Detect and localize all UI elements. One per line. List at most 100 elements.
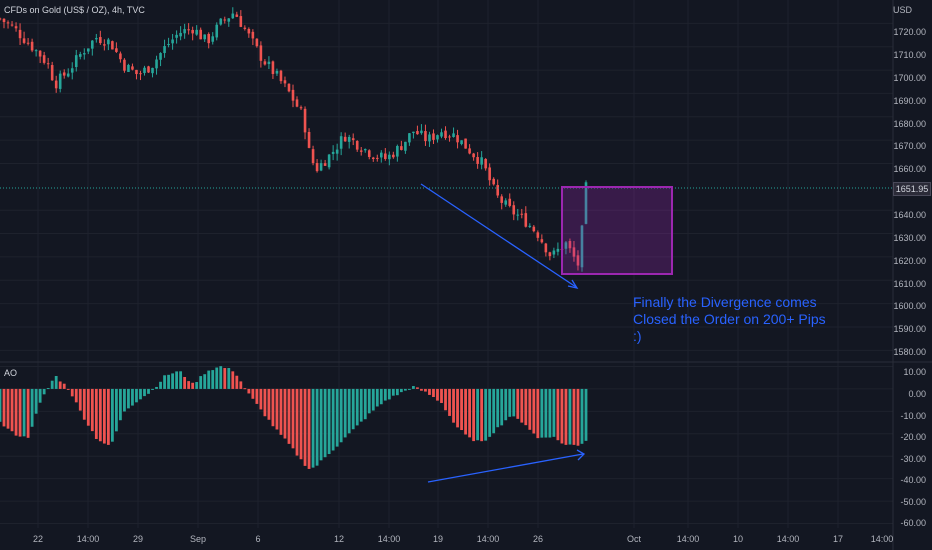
candle-body: [243, 27, 247, 29]
currency-label: USD: [892, 5, 912, 15]
candle-body: [375, 157, 379, 159]
candle-body: [343, 136, 347, 142]
ao-bar: [291, 388, 295, 449]
ao-bar: [456, 388, 459, 428]
ao-bar: [183, 376, 187, 389]
candle-body: [283, 80, 287, 84]
candle-body: [259, 45, 263, 61]
candle-body: [167, 44, 170, 46]
candle-body: [335, 149, 339, 154]
candle-body: [540, 239, 544, 243]
time-tick: 12: [333, 534, 345, 544]
candle-body: [371, 157, 375, 160]
price-tick: 1610.00: [893, 279, 926, 289]
candle-body: [207, 33, 211, 44]
candle-body: [91, 40, 94, 49]
candle-body: [448, 136, 451, 138]
annotation-line: Closed the Order on 200+ Pips: [633, 311, 826, 327]
candle-body: [492, 178, 495, 185]
candle-body: [384, 153, 387, 159]
ao-bar: [62, 383, 66, 389]
candle-body: [135, 69, 138, 75]
ao-divergence-arrow[interactable]: [427, 449, 586, 483]
candle-body: [87, 48, 90, 52]
candle-body: [452, 133, 455, 137]
symbol-title[interactable]: CFDs on Gold (US$ / OZ), 4h, TVC: [4, 5, 145, 15]
ao-bar: [0, 388, 2, 422]
time-tick: 6: [255, 534, 261, 544]
ao-bar: [412, 386, 415, 389]
ao-bar: [420, 388, 423, 391]
candlestick-series: [0, 7, 588, 272]
candle-body: [215, 24, 219, 38]
ao-bar: [215, 367, 219, 389]
candle-body: [115, 48, 118, 52]
candle-body: [231, 13, 235, 19]
time-tick: 14:00: [776, 534, 800, 544]
ao-bar: [399, 388, 403, 393]
candle-body: [488, 167, 491, 181]
ao-bar: [544, 388, 548, 438]
time-tick: 10: [732, 534, 744, 544]
price-divergence-arrow[interactable]: [420, 183, 579, 289]
candle-body: [536, 232, 540, 238]
ao-bar: [102, 388, 106, 444]
candle-body: [508, 198, 512, 206]
ao-bar: [508, 388, 512, 417]
ao-bar: [86, 388, 90, 426]
ao-indicator-label[interactable]: AO: [4, 368, 18, 378]
price-tick: 1690.00: [893, 96, 926, 106]
candle-body: [323, 163, 327, 166]
ao-tick: -40.00: [900, 475, 926, 485]
candle-body: [127, 64, 130, 72]
ao-bar: [488, 388, 492, 437]
price-tick: 1620.00: [893, 256, 926, 266]
price-tick: 1580.00: [893, 347, 926, 357]
price-tick: 1670.00: [893, 141, 926, 151]
ao-bar: [127, 388, 130, 409]
ao-bar: [403, 388, 407, 391]
candle-body: [436, 135, 439, 140]
price-tick: 1700.00: [893, 73, 926, 83]
ao-bar: [106, 388, 110, 445]
ao-bar: [428, 388, 431, 395]
time-tick: Oct: [626, 534, 642, 544]
ao-bar: [42, 388, 46, 395]
candle-body: [464, 138, 467, 149]
annotation-text[interactable]: Finally the Divergence comes Closed the …: [633, 294, 826, 345]
ao-bar: [255, 388, 259, 404]
candle-body: [291, 89, 295, 101]
time-tick: 22: [32, 534, 44, 544]
candle-body: [199, 29, 202, 40]
ao-bar: [227, 368, 231, 389]
ao-tick: -30.00: [900, 454, 926, 464]
ao-bar: [175, 371, 179, 389]
ao-bar: [199, 376, 203, 389]
ao-bar: [14, 388, 18, 436]
ao-bar: [98, 388, 102, 442]
ao-bar: [159, 381, 162, 389]
candle-body: [564, 242, 568, 249]
candle-body: [347, 136, 351, 142]
ao-bar: [572, 388, 576, 445]
candle-body: [420, 130, 423, 134]
candle-body: [275, 70, 279, 74]
ao-bar: [331, 388, 335, 451]
candle-body: [34, 50, 38, 52]
candle-body: [195, 29, 198, 35]
ao-bar: [303, 388, 307, 466]
ao-bar: [351, 388, 355, 430]
candle-body: [70, 68, 74, 73]
candle-body: [504, 200, 508, 205]
trade-box[interactable]: [561, 186, 673, 275]
candle-body: [14, 26, 18, 29]
ao-bar: [512, 388, 516, 417]
ao-bar: [556, 388, 560, 441]
time-tick: 14:00: [377, 534, 401, 544]
ao-bar: [327, 388, 331, 455]
candle-body: [99, 37, 102, 44]
ao-bar: [379, 388, 383, 405]
ao-bar: [323, 388, 327, 458]
ao-bar: [528, 388, 532, 430]
